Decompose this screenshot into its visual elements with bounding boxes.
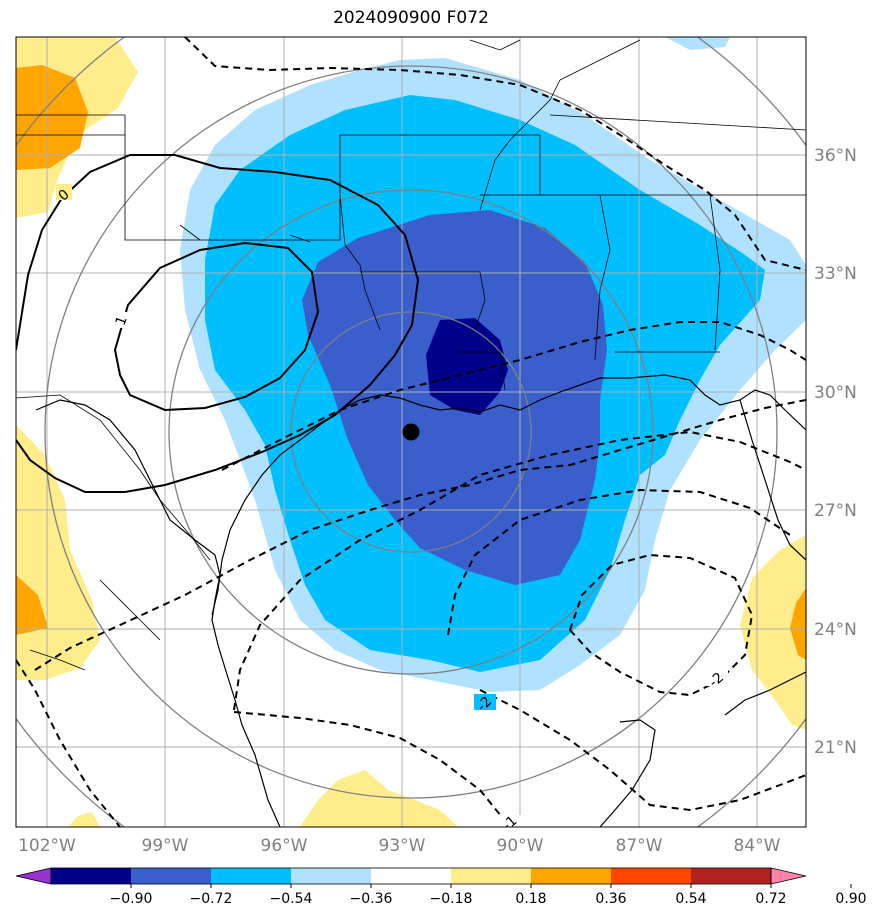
fill-orange-west: [16, 575, 48, 635]
lat-tick-label: 36°N: [814, 146, 857, 166]
range-ring-2: [168, 189, 654, 675]
fill-yellow-south-small: [68, 812, 100, 827]
colorbar-segment: [131, 868, 211, 884]
fill-orange-east: [790, 588, 806, 660]
texas-coast: [211, 374, 806, 616]
colorbar-tick-label: 0.90: [835, 891, 866, 907]
contour-dashed-neg-two-loop: [568, 553, 754, 697]
fill-navy: [426, 318, 508, 415]
colorbar-tick-label: −0.72: [190, 891, 233, 907]
contours: [16, 37, 806, 827]
contour-dashed-neg-two-outer: [233, 430, 806, 711]
contour-dashed-mid: [34, 399, 806, 671]
colorbar-segment: [51, 868, 131, 884]
colorbar-segment: [371, 868, 451, 884]
colorbar-tick-label: −0.54: [270, 891, 313, 907]
colorbar-segment: [531, 868, 611, 884]
lon-tick-label: 90°W: [497, 836, 544, 856]
colorbar-tick-label: −0.90: [110, 891, 153, 907]
fill-orange-northwest: [16, 65, 88, 170]
lat-tick-label: 21°N: [814, 738, 857, 758]
lat-tick-label: 27°N: [814, 501, 857, 521]
range-ring-3: [44, 65, 778, 799]
colorbar-tick-label: 0.18: [515, 891, 546, 907]
colorbar-extend-high: [770, 867, 807, 885]
lon-tick-label: 96°W: [261, 836, 308, 856]
colorbar-segment: [611, 868, 691, 884]
shading-positive: [16, 37, 806, 827]
storm-center-marker: [402, 423, 420, 441]
colorbar-tick-label: −0.18: [430, 891, 473, 907]
colorbar-segment: [691, 868, 771, 884]
lat-tick-labels: 36°N 33°N 30°N 27°N 24°N 21°N: [814, 146, 857, 758]
colorbar-segment: [291, 868, 371, 884]
contour-dashed-neg-two-inner: [447, 488, 791, 636]
state-borders: [16, 39, 806, 391]
colorbar-tick-label: 0.54: [675, 891, 706, 907]
contour-dashed-south: [16, 659, 806, 827]
lat-tick-label: 24°N: [814, 620, 857, 640]
colorbar-segment: [451, 868, 531, 884]
lon-tick-label: 99°W: [142, 836, 189, 856]
colorbar: −0.90 −0.72 −0.54 −0.36 −0.18 0.18 0.36 0.54 0.7…: [15, 867, 867, 907]
lat-tick-label: 30°N: [814, 383, 857, 403]
contour-dashed-upper: [221, 321, 806, 471]
shading-negative: [180, 37, 806, 692]
yucatan-coast: [599, 719, 656, 827]
colorbar-segment: [211, 868, 291, 884]
map-title: 2024090900 F072: [333, 8, 489, 28]
florida-coast: [739, 399, 806, 561]
fill-yellow-south: [300, 770, 458, 827]
colorbar-frame: [50, 867, 772, 885]
lon-tick-labels: 102°W 99°W 96°W 93°W 90°W 87°W 84°W: [18, 836, 781, 856]
lon-tick-label: 102°W: [18, 836, 76, 856]
contour-one: [113, 241, 320, 412]
lon-tick-label: 93°W: [379, 836, 426, 856]
range-ring-1: [290, 311, 532, 553]
contour-zero: [16, 154, 420, 493]
lon-tick-label: 87°W: [616, 836, 663, 856]
mexico-border: [16, 394, 211, 671]
colorbar-tick-label: 0.72: [755, 891, 786, 907]
cuba-coast: [724, 671, 806, 716]
colorbar-tick-label: 0.36: [595, 891, 626, 907]
coastlines: [16, 39, 806, 827]
lon-tick-label: 84°W: [734, 836, 781, 856]
colorbar-extend-low: [15, 867, 52, 885]
map-frame: [15, 36, 807, 828]
lat-tick-label: 33°N: [814, 264, 857, 284]
contour-dashed-north: [184, 37, 806, 271]
colorbar-tick-label: −0.36: [350, 891, 393, 907]
